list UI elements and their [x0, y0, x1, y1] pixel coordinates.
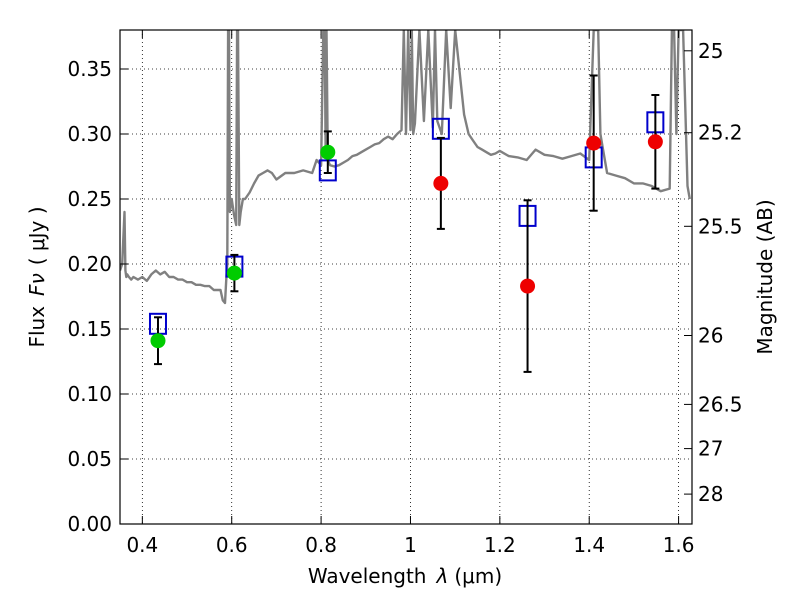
x-axis-title: Wavelength λ (μm) [308, 564, 502, 588]
x-tick-label: 1.2 [484, 533, 516, 557]
y-tick-label: 0.20 [67, 252, 112, 276]
y-tick-label: 0.00 [67, 512, 112, 536]
y2-tick-label: 26 [698, 324, 723, 348]
observed-point [520, 278, 536, 294]
observed-point [433, 175, 449, 191]
y-tick-label: 0.25 [67, 187, 112, 211]
x-tick-label: 0.4 [126, 533, 158, 557]
observed-point [320, 144, 336, 160]
y2-tick-label: 27 [698, 437, 723, 461]
y2-tick-label: 25.2 [698, 121, 743, 145]
y-tick-label: 0.15 [67, 317, 112, 341]
y-tick-label: 0.10 [67, 382, 112, 406]
y-tick-label: 0.30 [67, 122, 112, 146]
y2-tick-label: 25.5 [698, 214, 743, 238]
x-tick-label: 1 [404, 533, 417, 557]
spectrum-line [120, 30, 691, 305]
label-layer: Wavelength λ (μm) FluxFν( μJy ) Magnitude … [25, 199, 777, 588]
marker-layer [148, 74, 665, 373]
y2-tick-label: 26.5 [698, 392, 743, 416]
y-tick-label: 0.05 [67, 447, 112, 471]
x-tick-label: 1.4 [573, 533, 605, 557]
x-tick-label: 0.8 [305, 533, 337, 557]
plot-frame [119, 29, 693, 525]
y2-tick-label: 25 [698, 39, 723, 63]
y-tick-label: 0.35 [67, 57, 112, 81]
y2-axis-title: Magnitude (AB) [753, 199, 777, 354]
observed-point [647, 134, 663, 150]
spectrum-layer [120, 30, 691, 305]
y2-tick-label: 28 [698, 482, 723, 506]
observed-point [586, 135, 602, 151]
x-tick-label: 0.6 [216, 533, 248, 557]
y-axis-title: FluxFν( μJy ) [25, 206, 49, 347]
x-tick-label: 1.6 [663, 533, 695, 557]
axes-layer: 0.4 0.6 0.8 1 1.2 1.4 1.6 0.00 0.05 0.10 0.15 0.20 0… [67, 29, 743, 557]
observed-point [150, 333, 166, 349]
observed-point [226, 265, 242, 281]
